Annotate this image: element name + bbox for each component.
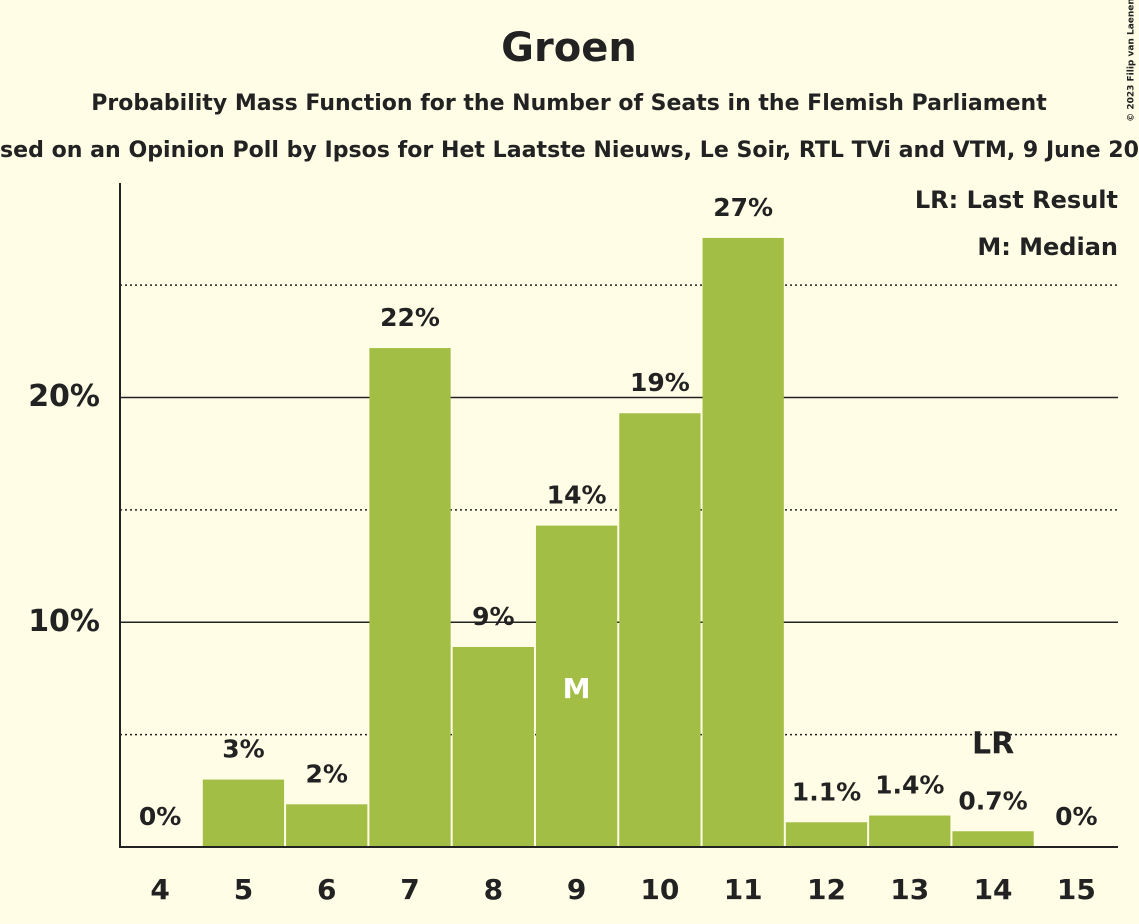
bar <box>286 804 368 847</box>
bar <box>452 646 534 847</box>
value-label: 27% <box>713 193 773 222</box>
x-tick-label: 13 <box>890 873 929 906</box>
value-label: 0.7% <box>958 786 1027 815</box>
x-tick-label: 12 <box>807 873 846 906</box>
bar <box>702 237 784 848</box>
last-result-marker: LR <box>972 727 1014 762</box>
bar <box>535 525 618 847</box>
value-label: 3% <box>222 735 264 764</box>
value-label: 1.1% <box>792 777 861 806</box>
x-tick-label: 6 <box>317 873 336 906</box>
copyright: © 2023 Filip van Laenen <box>1127 0 1137 122</box>
bar <box>369 348 451 847</box>
x-tick-label: 15 <box>1057 873 1096 906</box>
bar <box>785 822 868 847</box>
bar <box>952 831 1034 847</box>
value-label: 22% <box>380 303 440 332</box>
x-tick-label: 8 <box>484 873 503 906</box>
y-tick-label: 20% <box>28 379 100 414</box>
legend-entry: M: Median <box>977 233 1118 261</box>
x-tick-label: 10 <box>640 873 679 906</box>
value-label: 19% <box>630 368 690 397</box>
value-label: 0% <box>139 802 181 831</box>
x-tick-label: 11 <box>724 873 763 906</box>
x-tick-label: 5 <box>234 873 253 906</box>
median-marker: M <box>563 672 591 705</box>
value-label: 0% <box>1055 802 1097 831</box>
chart-title: Groen <box>501 25 637 71</box>
chart-subtitle: Probability Mass Function for the Number… <box>91 91 1047 116</box>
chart-subtitle: sed on an Opinion Poll by Ipsos for Het … <box>0 138 1139 163</box>
value-label: 1.4% <box>875 771 944 800</box>
bar <box>619 413 701 847</box>
value-label: 14% <box>547 481 607 510</box>
y-tick-label: 10% <box>28 604 100 639</box>
x-tick-label: 7 <box>400 873 419 906</box>
x-tick-label: 4 <box>150 873 169 906</box>
value-label: 9% <box>472 602 514 631</box>
bar <box>202 779 285 847</box>
value-label: 2% <box>306 759 348 788</box>
bar <box>869 815 951 847</box>
legend-entry: LR: Last Result <box>915 186 1118 214</box>
x-tick-label: 14 <box>974 873 1013 906</box>
x-tick-label: 9 <box>567 873 586 906</box>
